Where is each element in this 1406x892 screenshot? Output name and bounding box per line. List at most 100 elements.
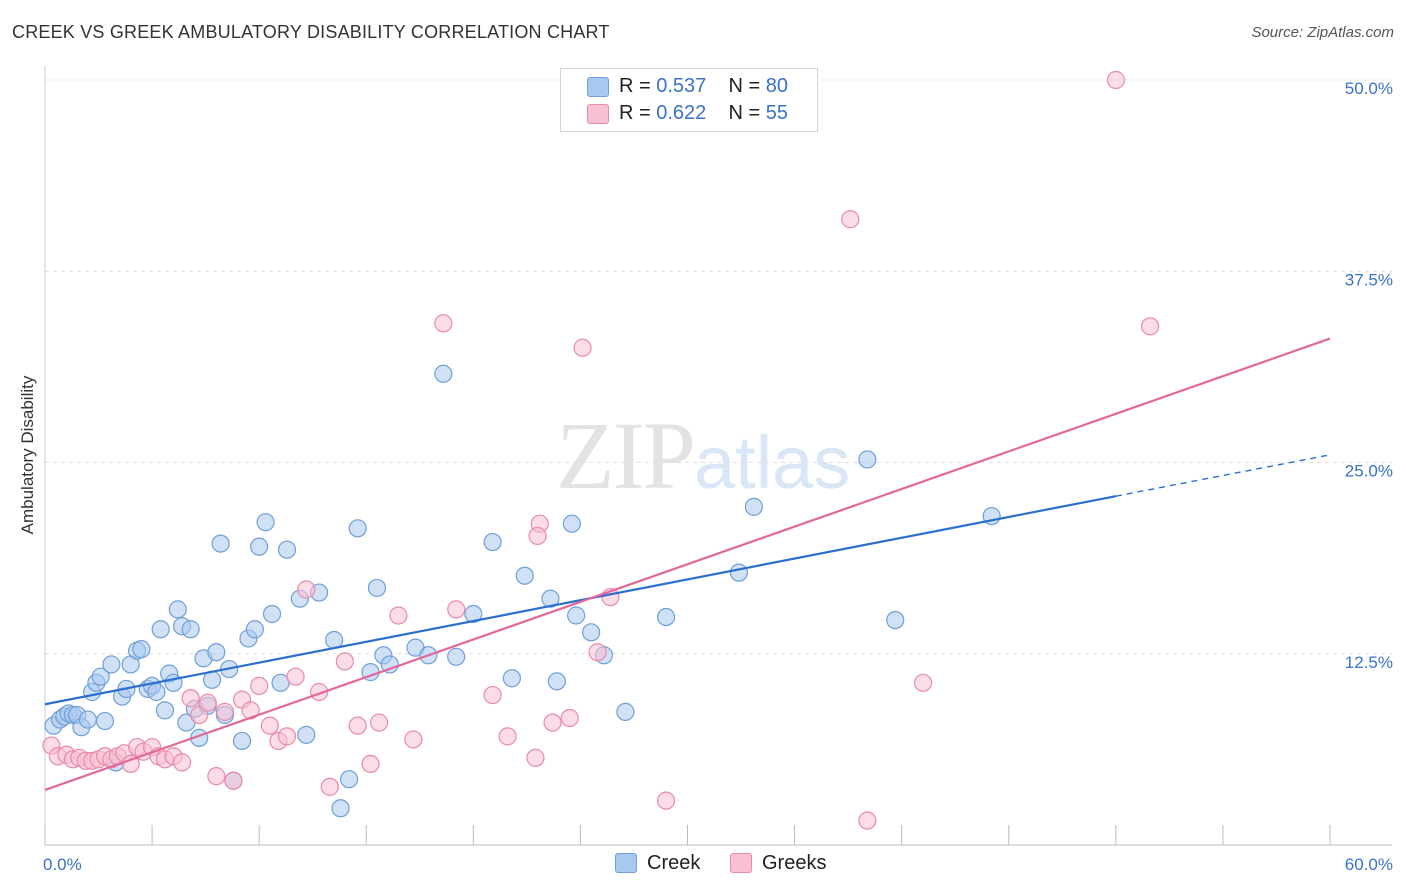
point-creek: [464, 604, 483, 624]
point-greeks: [588, 643, 607, 662]
point-creek: [277, 540, 297, 559]
legend-r-value: 0.537: [656, 75, 707, 97]
point-creek: [211, 534, 230, 553]
point-creek: [164, 673, 183, 692]
point-creek: [582, 623, 601, 642]
y-tick-label: 25.0%: [1345, 462, 1393, 481]
point-creek: [250, 537, 269, 556]
point-creek: [348, 519, 367, 538]
point-creek: [562, 514, 581, 533]
point-creek: [232, 731, 252, 751]
point-creek: [567, 606, 586, 625]
bottom-legend-label-creek: Creek: [647, 852, 701, 874]
point-creek: [256, 513, 275, 532]
point-creek: [547, 672, 566, 691]
point-greeks: [286, 667, 305, 686]
bottom-legend-label-greeks: Greeks: [762, 852, 827, 874]
point-greeks: [543, 713, 562, 732]
point-creek: [340, 770, 359, 789]
point-greeks: [297, 580, 316, 599]
point-creek: [367, 578, 387, 598]
y-tick-label: 12.5%: [1345, 653, 1393, 672]
point-greeks: [656, 791, 676, 810]
point-creek: [656, 607, 676, 627]
point-creek: [147, 682, 166, 702]
point-greeks: [1140, 317, 1160, 336]
point-greeks: [370, 713, 389, 732]
point-creek: [168, 600, 187, 619]
chart-title: CREEK VS GREEK AMBULATORY DISABILITY COR…: [12, 22, 610, 42]
point-creek: [447, 647, 466, 666]
point-greeks: [841, 210, 860, 229]
trend-extension-creek: [1115, 454, 1331, 497]
point-creek: [132, 640, 151, 659]
point-greeks: [1106, 70, 1125, 90]
point-greeks: [434, 314, 453, 333]
point-creek: [262, 604, 282, 624]
point-greeks: [573, 338, 592, 357]
y-tick-label: 50.0%: [1345, 79, 1393, 98]
legend-n-label: N =: [728, 102, 766, 124]
point-greeks: [560, 708, 579, 728]
legend-n-value: 55: [765, 102, 789, 124]
point-greeks: [215, 702, 234, 721]
point-greeks: [483, 685, 502, 705]
point-creek: [155, 701, 175, 720]
point-creek: [207, 643, 226, 662]
bottom-legend-swatch-greeks: [730, 853, 752, 873]
point-greeks: [260, 716, 279, 735]
point-greeks: [498, 727, 517, 746]
point-greeks: [389, 606, 408, 625]
point-creek: [744, 497, 763, 516]
y-axis-label: Ambulatory Disability: [18, 375, 37, 535]
point-creek: [886, 610, 905, 630]
point-creek: [95, 711, 115, 731]
point-greeks: [198, 693, 217, 712]
point-creek: [297, 725, 316, 744]
point-creek: [515, 566, 534, 585]
legend-r-label: R =: [619, 102, 657, 124]
trend-line-creek: [44, 495, 1117, 706]
watermark-zip: ZIP: [556, 402, 696, 509]
point-creek: [181, 620, 200, 639]
point-creek: [483, 532, 502, 552]
point-creek: [380, 655, 399, 674]
legend-swatch-creek: [587, 77, 609, 97]
point-greeks: [172, 753, 192, 772]
point-creek: [434, 364, 453, 383]
point-creek: [151, 620, 170, 639]
point-greeks: [913, 673, 933, 692]
point-greeks: [207, 767, 226, 786]
x-tick-label: 0.0%: [43, 855, 82, 874]
point-creek: [502, 669, 521, 688]
point-creek: [245, 620, 264, 639]
point-greeks: [528, 526, 547, 546]
point-greeks: [858, 811, 877, 830]
point-greeks: [320, 777, 339, 796]
point-greeks: [250, 676, 269, 695]
point-creek: [616, 702, 635, 721]
y-tick-label: 37.5%: [1345, 270, 1393, 289]
point-creek: [858, 450, 877, 469]
source-credit: Source: ZipAtlas.com: [1251, 24, 1394, 41]
legend-n-label: N =: [728, 75, 766, 97]
legend-swatch-greeks: [587, 104, 609, 124]
point-creek: [541, 589, 560, 608]
legend-r-label: R =: [619, 75, 657, 97]
legend-n-value: 80: [765, 75, 789, 97]
x-tick-label: 60.0%: [1345, 855, 1393, 874]
point-creek: [331, 799, 350, 818]
point-greeks: [361, 754, 380, 774]
point-creek: [91, 667, 110, 686]
trend-line-greeks: [44, 337, 1331, 791]
point-greeks: [277, 727, 297, 746]
point-creek: [102, 655, 121, 674]
point-creek: [729, 563, 749, 582]
stats-legend: R = 0.537 N = 80 R = 0.622 N = 55: [560, 68, 818, 132]
point-greeks: [526, 748, 545, 767]
point-greeks: [224, 771, 243, 790]
point-creek: [78, 710, 97, 729]
bottom-legend-swatch-creek: [615, 853, 637, 873]
point-greeks: [335, 652, 354, 671]
